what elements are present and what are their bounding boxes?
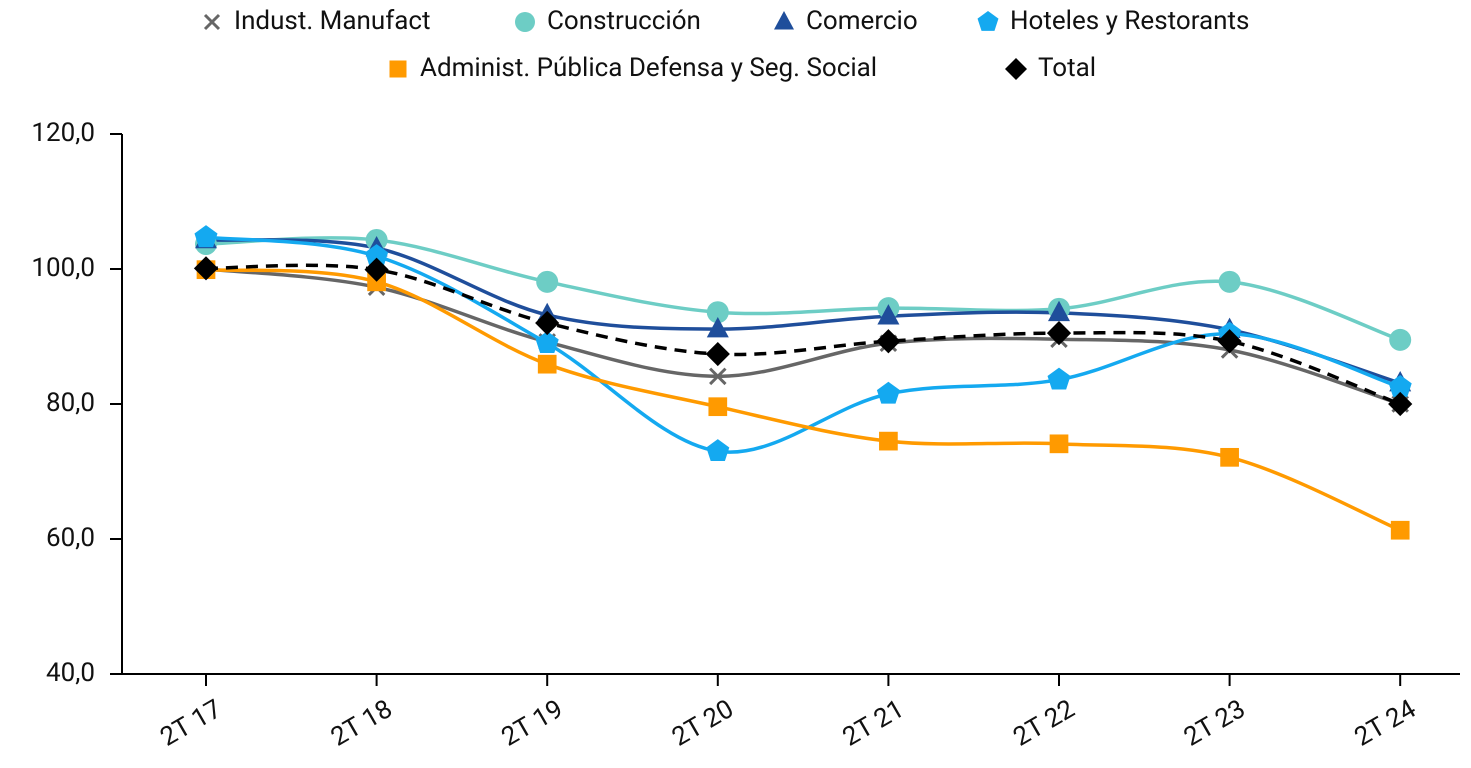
x-tick-label: 2T 18 xyxy=(326,694,398,753)
marker xyxy=(194,225,218,248)
y-tick-label: 60,0 xyxy=(46,523,95,553)
legend-marker xyxy=(203,13,221,31)
y-tick-label: 80,0 xyxy=(46,388,95,418)
legend-marker xyxy=(515,12,535,32)
marker xyxy=(1048,300,1070,322)
marker xyxy=(1218,270,1241,293)
marker xyxy=(1389,328,1412,351)
marker xyxy=(877,304,900,325)
marker xyxy=(879,431,898,451)
marker xyxy=(367,272,386,292)
marker xyxy=(1220,447,1239,467)
marker xyxy=(706,301,729,324)
marker xyxy=(705,341,730,367)
marker xyxy=(706,439,730,462)
series-line xyxy=(205,267,1401,406)
x-tick-label: 2T 17 xyxy=(155,694,227,753)
marker xyxy=(709,367,727,386)
marker xyxy=(535,310,560,336)
legend-marker xyxy=(977,11,999,31)
series-line xyxy=(205,238,1401,385)
marker xyxy=(1049,434,1069,454)
marker xyxy=(706,316,729,338)
marker xyxy=(537,354,557,374)
marker xyxy=(535,331,559,354)
x-tick-label: 2T 22 xyxy=(1008,694,1080,753)
marker xyxy=(536,270,559,293)
legend-label: Hoteles y Restorants xyxy=(1010,6,1249,36)
series-line xyxy=(205,236,1401,342)
x-tick-label: 2T 24 xyxy=(1350,694,1422,753)
marker xyxy=(876,381,900,404)
legend-marker xyxy=(1005,58,1027,80)
legend-marker xyxy=(389,60,407,78)
x-tick-label: 2T 20 xyxy=(667,694,739,753)
series-line xyxy=(205,267,1401,532)
marker xyxy=(1390,520,1410,540)
series-line xyxy=(205,263,1401,406)
marker xyxy=(876,329,901,354)
legend-label: Construcción xyxy=(547,6,701,36)
marker xyxy=(1047,367,1071,390)
y-tick-label: 40,0 xyxy=(46,658,95,688)
y-tick-label: 100,0 xyxy=(31,253,95,283)
legend-marker xyxy=(774,11,794,30)
marker xyxy=(1388,391,1413,417)
x-tick-label: 2T 23 xyxy=(1179,694,1251,753)
marker xyxy=(1388,375,1412,397)
legend-label: Indust. Manufact xyxy=(234,6,431,36)
x-tick-label: 2T 19 xyxy=(497,694,569,753)
y-tick-label: 120,0 xyxy=(31,118,95,148)
series-line xyxy=(205,235,1401,454)
x-tick-label: 2T 21 xyxy=(838,694,910,753)
marker xyxy=(193,256,219,281)
marker xyxy=(1046,321,1072,346)
legend-label: Comercio xyxy=(806,6,918,36)
legend-label: Administ. Pública Defensa y Seg. Social xyxy=(420,53,877,83)
legend-label: Total xyxy=(1038,53,1096,83)
marker xyxy=(364,257,389,282)
marker xyxy=(708,397,728,417)
marker xyxy=(365,244,389,266)
marker xyxy=(1217,329,1242,354)
